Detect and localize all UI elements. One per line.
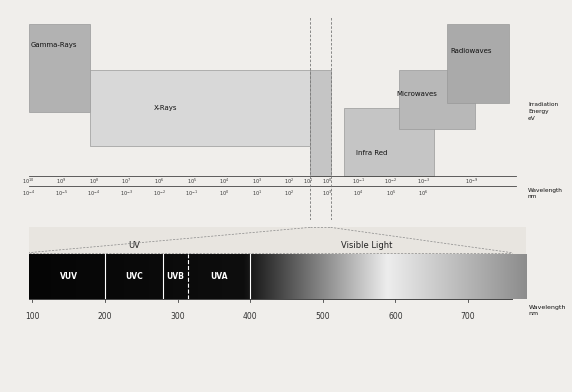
Text: 500: 500: [316, 312, 330, 321]
Text: X-Rays: X-Rays: [154, 105, 178, 111]
Text: UVB: UVB: [166, 272, 184, 281]
Text: $10^{{-4}}$: $10^{{-4}}$: [88, 189, 100, 198]
FancyBboxPatch shape: [90, 70, 310, 146]
Text: $10^{{10}}$: $10^{{10}}$: [22, 176, 35, 186]
Text: 200: 200: [98, 312, 112, 321]
Text: $10^{{-1}}$: $10^{{-1}}$: [352, 176, 364, 186]
Text: 100: 100: [25, 312, 39, 321]
Text: $10^{{9}}$: $10^{{9}}$: [56, 176, 66, 186]
Text: $10^{{1}}$: $10^{{1}}$: [303, 176, 313, 186]
Text: $10^{{5}}$: $10^{{5}}$: [386, 189, 396, 198]
Text: UVC: UVC: [125, 272, 143, 281]
Text: UVA: UVA: [210, 272, 228, 281]
Text: 300: 300: [170, 312, 185, 321]
Text: $10^{{6}}$: $10^{{6}}$: [418, 189, 428, 198]
Text: Microwaves: Microwaves: [396, 91, 437, 97]
Text: $10^{{3}}$: $10^{{3}}$: [322, 189, 332, 198]
Text: $10^{{0}}$: $10^{{0}}$: [322, 176, 332, 186]
Text: $10^{{-4}}$: $10^{{-4}}$: [22, 189, 35, 198]
Text: $10^{{-2}}$: $10^{{-2}}$: [153, 189, 165, 198]
Text: Radiowaves: Radiowaves: [451, 47, 492, 54]
FancyBboxPatch shape: [29, 24, 90, 111]
Text: $10^{{6}}$: $10^{{6}}$: [154, 176, 164, 186]
Polygon shape: [29, 227, 526, 299]
Text: $10^{{1}}$: $10^{{1}}$: [252, 189, 262, 198]
Text: $10^{{0}}$: $10^{{0}}$: [219, 189, 229, 198]
Text: $10^{{-1}}$: $10^{{-1}}$: [185, 189, 198, 198]
Text: UV: UV: [128, 241, 140, 250]
Text: 600: 600: [388, 312, 403, 321]
FancyBboxPatch shape: [344, 108, 434, 176]
Text: $10^{{2}}$: $10^{{2}}$: [284, 176, 295, 186]
Text: Wavelength
nm: Wavelength nm: [529, 305, 566, 316]
Text: $10^{{-2}}$: $10^{{-2}}$: [384, 176, 397, 186]
Text: $10^{{-9}}$: $10^{{-9}}$: [465, 176, 478, 186]
Text: Visible Light: Visible Light: [341, 241, 392, 250]
Text: $10^{{-5}}$: $10^{{-5}}$: [55, 189, 67, 198]
Text: Gamma-Rays: Gamma-Rays: [30, 42, 77, 48]
Text: $10^{{-3}}$: $10^{{-3}}$: [120, 189, 133, 198]
FancyBboxPatch shape: [447, 24, 509, 103]
Text: VUV: VUV: [59, 272, 78, 281]
Text: $10^{{2}}$: $10^{{2}}$: [284, 189, 295, 198]
Text: $10^{{5}}$: $10^{{5}}$: [186, 176, 197, 186]
Text: $10^{{7}}$: $10^{{7}}$: [121, 176, 132, 186]
Text: Irradiation
Energy
eV: Irradiation Energy eV: [528, 102, 558, 121]
Text: 700: 700: [461, 312, 475, 321]
FancyBboxPatch shape: [399, 70, 475, 129]
Text: $10^{{3}}$: $10^{{3}}$: [252, 176, 262, 186]
Text: $10^{{4}}$: $10^{{4}}$: [353, 189, 363, 198]
Text: $10^{{4}}$: $10^{{4}}$: [219, 176, 229, 186]
FancyBboxPatch shape: [310, 70, 331, 176]
Text: 400: 400: [243, 312, 257, 321]
Text: $10^{{-3}}$: $10^{{-3}}$: [417, 176, 430, 186]
Text: Wavelength
nm: Wavelength nm: [528, 188, 563, 199]
Text: Infra Red: Infra Red: [356, 150, 387, 156]
Text: $10^{{8}}$: $10^{{8}}$: [89, 176, 99, 186]
